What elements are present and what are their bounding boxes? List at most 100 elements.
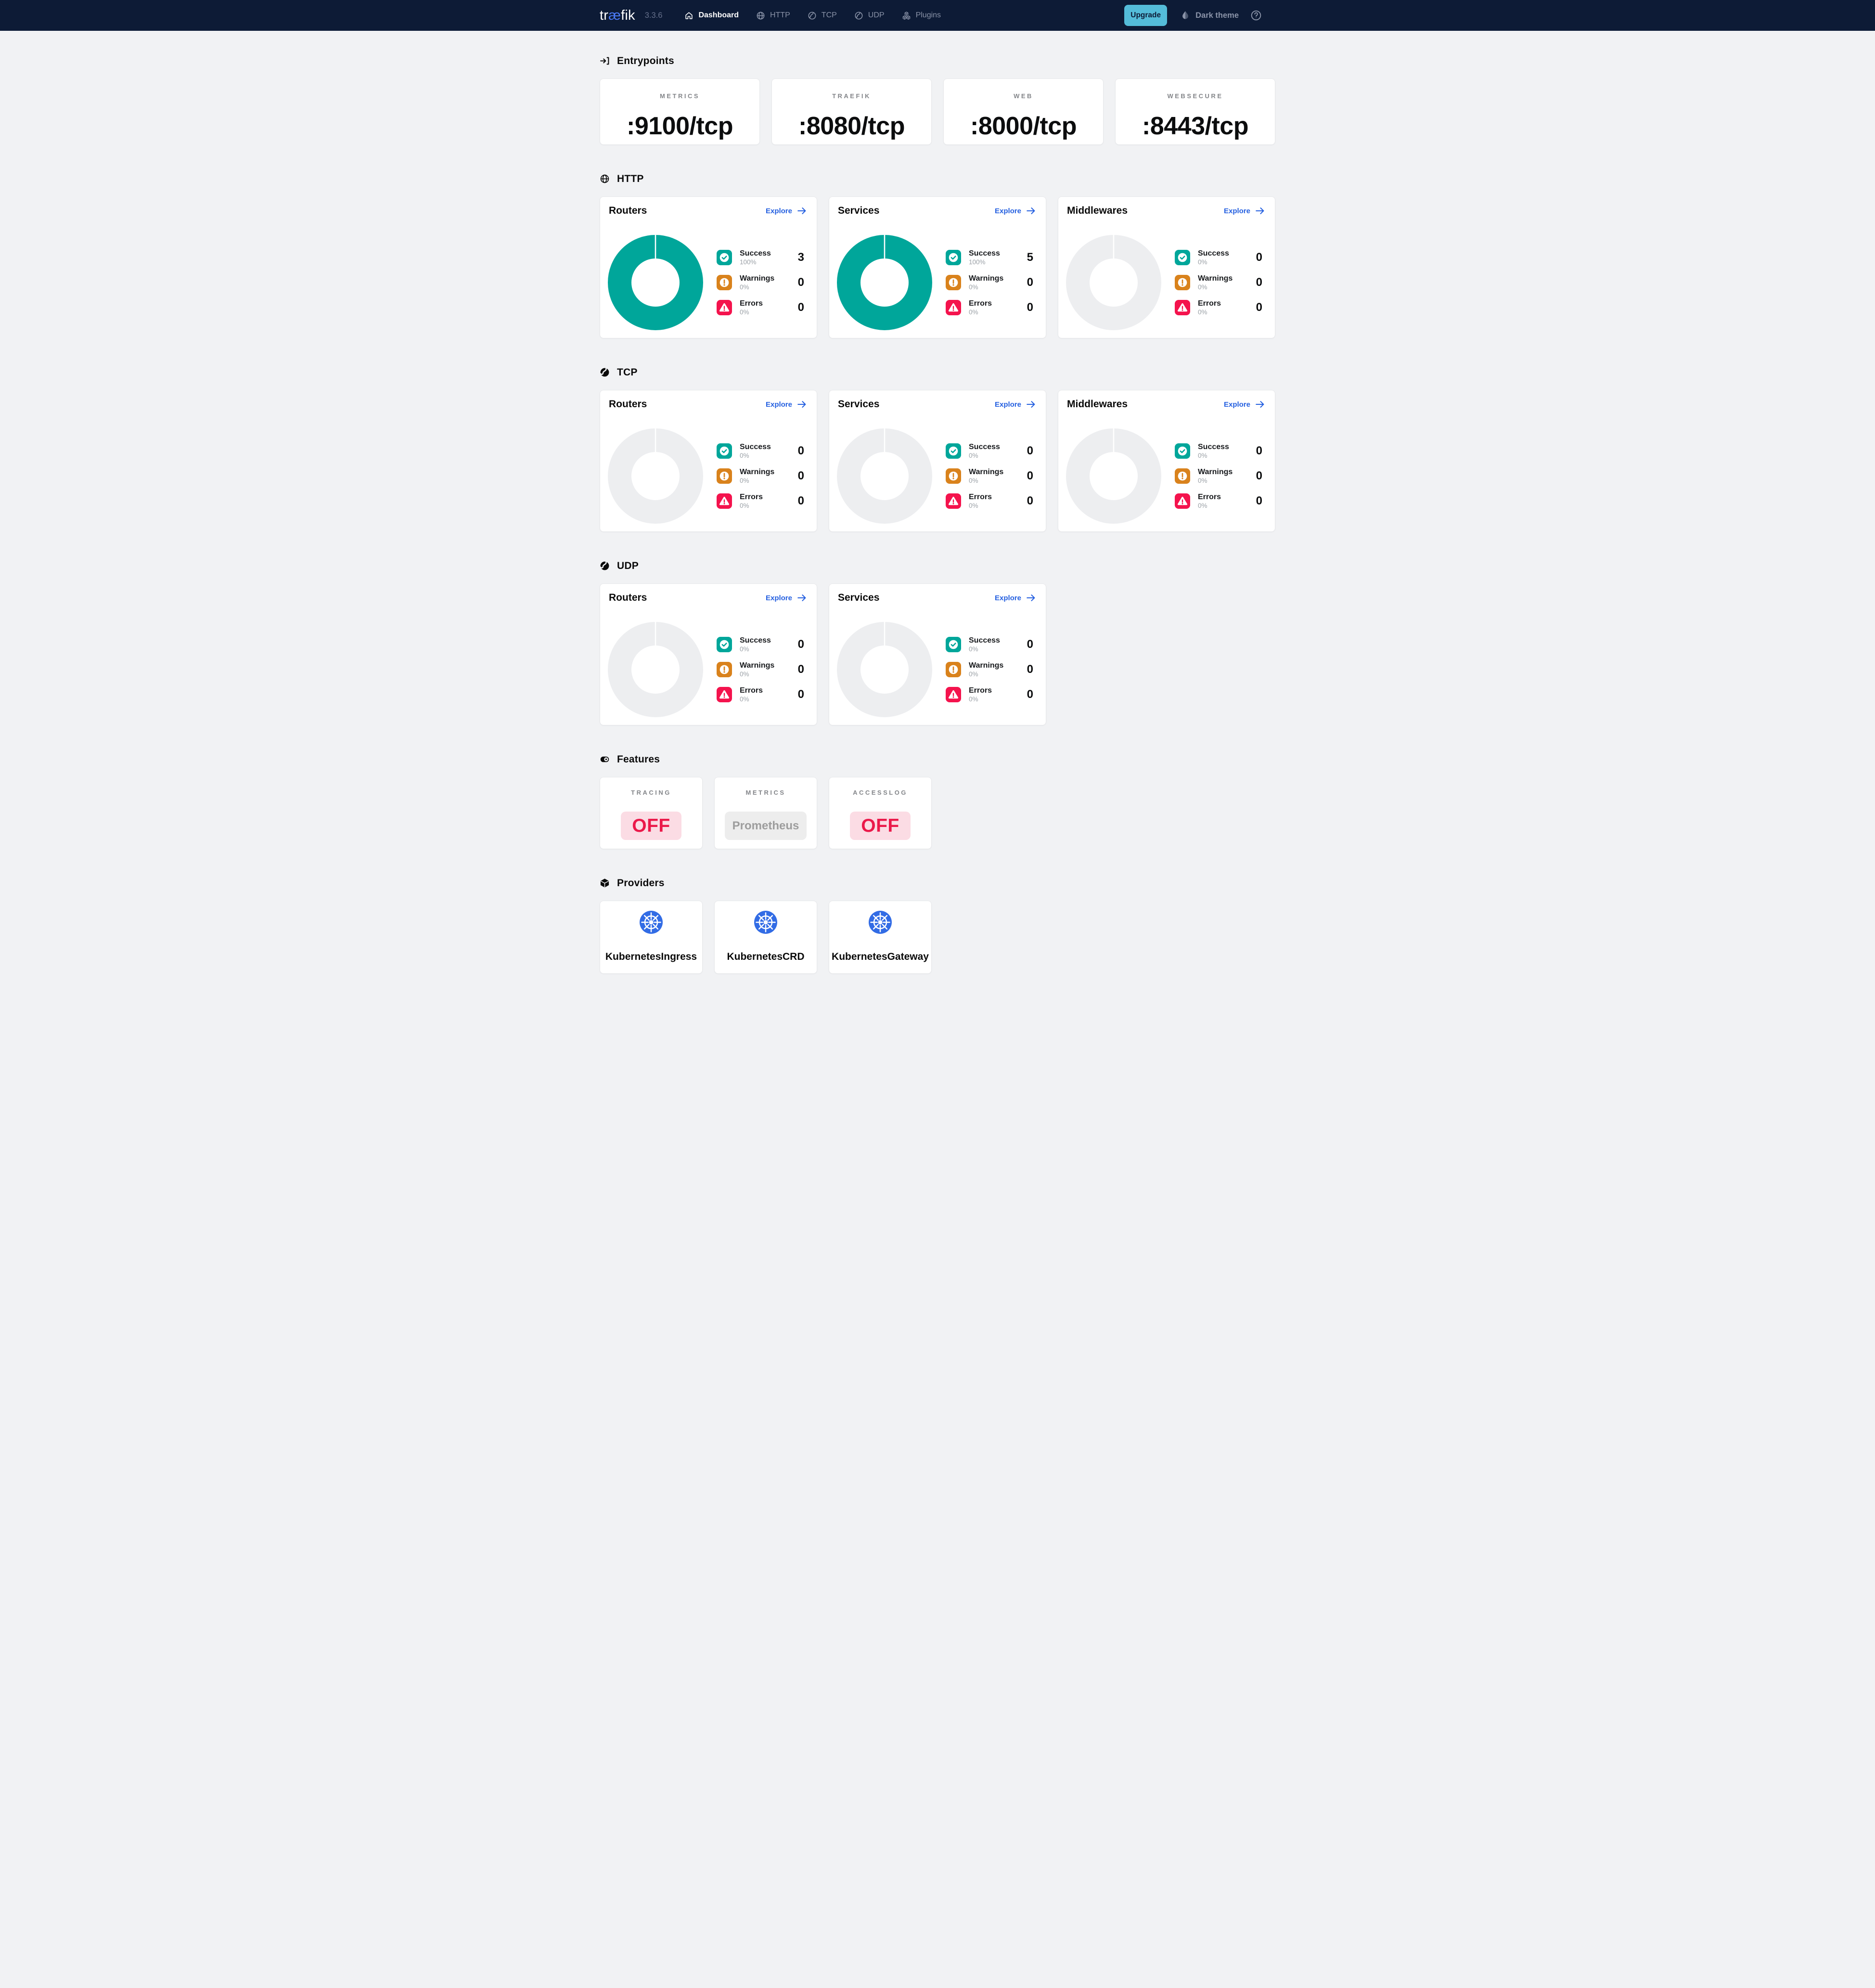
nav-item-plugins[interactable]: Plugins	[902, 11, 941, 20]
explore-link[interactable]: Explore	[1224, 399, 1265, 410]
explore-link[interactable]: Explore	[766, 399, 807, 410]
explore-link[interactable]: Explore	[766, 206, 807, 216]
explore-arrow-icon	[796, 593, 807, 603]
explore-link[interactable]: Explore	[766, 593, 807, 603]
legend-percent: 0%	[969, 477, 978, 484]
legend-row-warnings: Warnings 0% 0	[946, 661, 1036, 678]
explore-link[interactable]: Explore	[995, 399, 1036, 410]
section-title: UDP	[617, 560, 639, 571]
tcp-services-card: Services Explore Success 0% 0 Warnings 0% 0 Erro…	[829, 390, 1046, 532]
legend-name: Warnings	[1198, 274, 1233, 283]
legend-row-success: Success 0% 0	[717, 636, 807, 653]
explore-arrow-icon	[1026, 206, 1036, 216]
legend-value: 0	[1027, 469, 1033, 482]
nav-item-tcp[interactable]: TCP	[808, 11, 837, 20]
app-header: træfik 3.3.6 Dashboard HTTP TCP UDP Plugins …	[0, 0, 1875, 31]
section-udp: UDP Routers Explore Success 0% 0 Warnings 0% 0 Er…	[600, 559, 1275, 725]
legend-percent: 0%	[740, 645, 749, 653]
legend-percent: 0%	[740, 284, 749, 291]
legend-name: Warnings	[740, 661, 775, 670]
traefik-logo: træfik	[600, 7, 635, 23]
login-icon	[600, 56, 610, 66]
legend-name: Warnings	[740, 468, 775, 476]
nav-item-dashboard[interactable]: Dashboard	[684, 11, 739, 20]
explore-label: Explore	[994, 594, 1021, 602]
legend-value: 0	[797, 469, 804, 482]
explore-arrow-icon	[1255, 206, 1265, 216]
warning-exclamation-icon	[946, 662, 961, 677]
provider-name: KubernetesCRD	[727, 951, 805, 962]
legend-name: Errors	[969, 686, 992, 695]
legend-row-warnings: Warnings 0% 0	[717, 661, 807, 678]
proxy-icon	[854, 11, 863, 20]
udp-services-card: Services Explore Success 0% 0 Warnings 0% 0 Erro…	[829, 583, 1046, 725]
legend-percent: 0%	[740, 671, 749, 678]
card-title: Routers	[609, 399, 647, 410]
legend-name: Success	[969, 636, 1000, 645]
error-triangle-icon	[1175, 300, 1190, 315]
legend-percent: 0%	[740, 502, 749, 509]
legend-row-success: Success 0% 0	[946, 443, 1036, 459]
legend-row-success: Success 100% 5	[946, 249, 1036, 266]
section-head-udp: UDP	[600, 559, 1275, 573]
legend-name: Warnings	[969, 274, 1004, 283]
explore-label: Explore	[994, 207, 1021, 215]
legend-row-errors: Errors 0% 0	[717, 299, 807, 316]
success-check-icon	[1175, 250, 1190, 265]
legend-name: Errors	[969, 299, 992, 308]
explore-arrow-icon	[1026, 399, 1036, 410]
card-title: Middlewares	[1067, 399, 1128, 410]
nav-item-http[interactable]: HTTP	[756, 11, 790, 20]
section-features: Features TRACING OFF METRICS Prometheus ACCES…	[600, 752, 1275, 849]
legend-name: Success	[740, 636, 771, 645]
feature-card-metrics: METRICS Prometheus	[714, 777, 817, 849]
donut-chart	[608, 622, 703, 717]
help-icon[interactable]	[1250, 10, 1262, 21]
http-middlewares-card: Middlewares Explore Success 0% 0 Warnings 0% 0 E…	[1058, 196, 1275, 338]
nav-item-udp[interactable]: UDP	[854, 11, 885, 20]
globe-icon	[600, 174, 610, 184]
legend-percent: 0%	[1198, 284, 1207, 291]
globe-icon	[756, 11, 765, 20]
legend-percent: 100%	[969, 258, 986, 266]
legend-value: 0	[1027, 276, 1033, 289]
section-title: Providers	[617, 877, 665, 889]
legend-percent: 0%	[969, 696, 978, 703]
donut-chart	[837, 235, 932, 330]
feature-name: ACCESSLOG	[853, 789, 908, 796]
legend-name: Errors	[1198, 299, 1221, 308]
legend-row-warnings: Warnings 0% 0	[946, 274, 1036, 291]
cube-icon	[600, 878, 610, 888]
error-triangle-icon	[717, 493, 732, 509]
nav-item-label: TCP	[821, 11, 837, 19]
card-title: Routers	[609, 205, 647, 216]
section-tcp: TCP Routers Explore Success 0% 0 Warnings 0% 0 Er…	[600, 365, 1275, 532]
explore-link[interactable]: Explore	[995, 593, 1036, 603]
donut-chart	[837, 622, 932, 717]
error-triangle-icon	[946, 687, 961, 702]
nav-item-label: Plugins	[915, 11, 941, 19]
donut-chart	[1066, 428, 1161, 524]
entrypoint-card-web: WEB:8000/tcp	[943, 78, 1104, 145]
feature-status-badge: Prometheus	[724, 812, 807, 840]
dark-theme-toggle[interactable]: Dark theme	[1180, 10, 1239, 21]
upgrade-button[interactable]: Upgrade	[1124, 4, 1168, 26]
legend-name: Warnings	[969, 468, 1004, 476]
section-title: TCP	[617, 366, 638, 378]
legend-row-success: Success 0% 0	[946, 636, 1036, 653]
success-check-icon	[946, 250, 961, 265]
legend-percent: 0%	[740, 309, 749, 316]
section-http: HTTP Routers Explore Success 100% 3 Warnings 0%…	[600, 172, 1275, 338]
legend-name: Errors	[1198, 493, 1221, 501]
explore-label: Explore	[994, 400, 1021, 409]
legend-value: 0	[797, 494, 804, 507]
donut-chart	[608, 428, 703, 524]
legend-name: Errors	[740, 493, 763, 501]
explore-link[interactable]: Explore	[1224, 206, 1265, 216]
success-check-icon	[717, 443, 732, 459]
explore-label: Explore	[765, 400, 792, 409]
warning-exclamation-icon	[1175, 275, 1190, 290]
explore-link[interactable]: Explore	[995, 206, 1036, 216]
legend-percent: 0%	[1198, 502, 1207, 509]
legend-percent: 0%	[969, 645, 978, 653]
